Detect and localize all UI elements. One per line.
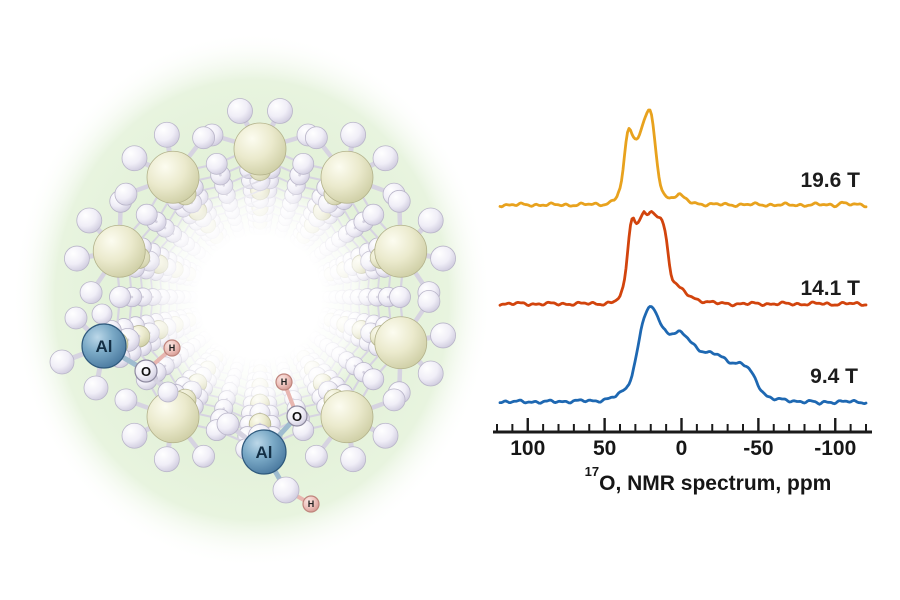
atom-symbol-label: O [141, 364, 151, 379]
x-axis-title: 17O, NMR spectrum, ppm [585, 464, 832, 496]
nmr-trace-14.1T [498, 210, 868, 308]
labeled-atoms: Al Al O O H H H [49, 303, 320, 513]
h-atom-6: H [302, 495, 320, 513]
nmr-trace-19.6T [498, 108, 868, 209]
trace-label-9-4T: 9.4 T [810, 365, 858, 388]
h-atom-4: H [163, 339, 181, 357]
trace-label-14-1T: 14.1 T [800, 277, 860, 300]
h-atom-5: H [275, 373, 293, 391]
atom-symbol-label: H [308, 499, 315, 509]
x-tick-label-0: 0 [675, 437, 688, 460]
x-tick-label-100: 100 [510, 437, 546, 460]
outer-framework-ring [64, 98, 456, 473]
nanotube-model: Al Al O O H H H [12, 32, 492, 568]
atom-symbol-label: H [169, 343, 176, 353]
x-axis-title-text: O, NMR spectrum, ppm [599, 472, 832, 495]
al-atom-0: Al [81, 323, 127, 369]
x-axis [493, 418, 872, 434]
atom-symbol-label: H [281, 377, 288, 387]
al-atom-1: Al [241, 429, 287, 475]
nmr-trace-9.4T [498, 305, 868, 406]
x-tick-label--50: -50 [743, 437, 774, 460]
nmr-spectra-chart [493, 108, 872, 434]
x-axis-ticks [496, 418, 867, 431]
trace-label-19-6T: 19.6 T [800, 169, 860, 192]
atom-symbol-label: Al [96, 337, 113, 356]
x-tick-label--100: -100 [814, 437, 857, 460]
x-tick-label-50: 50 [592, 437, 617, 460]
o-atom-3: O [286, 405, 308, 427]
atom-symbol-label: O [292, 409, 302, 424]
tube-center-glow [138, 175, 382, 419]
x-axis-title-isotope: 17 [584, 464, 600, 480]
atom-symbol-label: Al [256, 443, 273, 462]
o-atom-2: O [134, 359, 158, 383]
